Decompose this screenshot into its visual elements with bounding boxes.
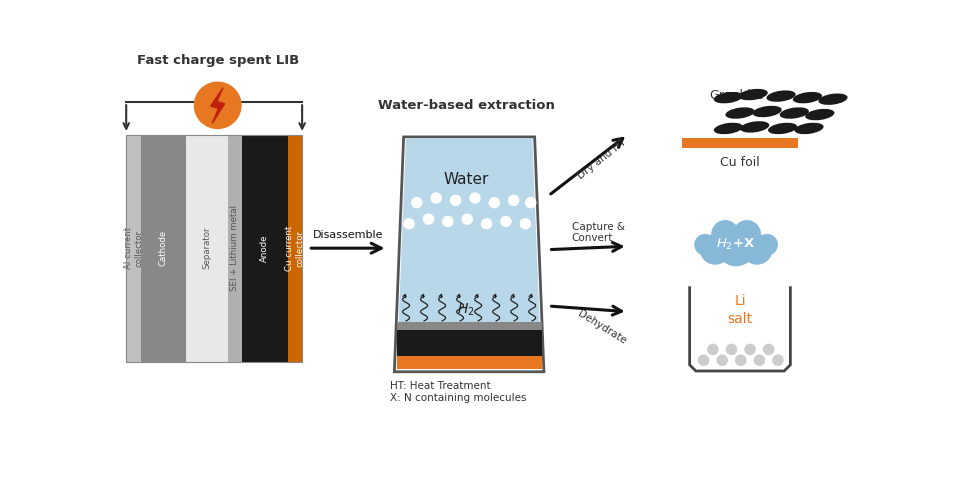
- Ellipse shape: [805, 109, 834, 120]
- Circle shape: [754, 354, 765, 366]
- Circle shape: [520, 219, 530, 229]
- Circle shape: [490, 198, 499, 208]
- Text: HT: Heat Treatment
X: N containing molecules: HT: Heat Treatment X: N containing molec…: [390, 381, 526, 403]
- Circle shape: [404, 219, 414, 229]
- Text: Disassemble: Disassemble: [313, 230, 383, 240]
- Text: Fast charge spent LIB: Fast charge spent LIB: [136, 54, 299, 67]
- Text: SEI + Lithium metal: SEI + Lithium metal: [230, 205, 239, 291]
- Polygon shape: [210, 88, 225, 123]
- Text: $H_2$: $H_2$: [457, 301, 475, 318]
- Circle shape: [726, 344, 737, 355]
- Circle shape: [756, 234, 778, 255]
- Text: Separator: Separator: [203, 227, 211, 269]
- Bar: [186, 134, 228, 362]
- Ellipse shape: [766, 90, 796, 102]
- Ellipse shape: [714, 123, 743, 134]
- Text: Water-based extraction: Water-based extraction: [377, 99, 554, 112]
- Circle shape: [431, 193, 442, 203]
- Text: Al current
collector: Al current collector: [124, 227, 143, 269]
- Circle shape: [716, 354, 728, 366]
- Circle shape: [741, 234, 773, 265]
- Text: Capture &
Convert: Capture & Convert: [572, 222, 625, 243]
- Ellipse shape: [794, 123, 824, 134]
- Circle shape: [501, 216, 511, 227]
- Text: Anode: Anode: [260, 234, 270, 262]
- Circle shape: [482, 219, 492, 229]
- Circle shape: [450, 195, 461, 205]
- Text: Cathode: Cathode: [159, 230, 168, 266]
- Circle shape: [700, 234, 731, 265]
- Text: Cu foil: Cu foil: [720, 156, 760, 169]
- Bar: [396, 356, 541, 369]
- Bar: [141, 134, 186, 362]
- Circle shape: [423, 214, 434, 224]
- Polygon shape: [398, 138, 540, 333]
- Circle shape: [462, 214, 472, 224]
- Circle shape: [711, 220, 739, 248]
- Text: Water: Water: [444, 172, 489, 187]
- Circle shape: [735, 354, 747, 366]
- Circle shape: [716, 226, 756, 266]
- Text: Dehydrate: Dehydrate: [576, 309, 628, 347]
- Ellipse shape: [738, 89, 768, 100]
- Circle shape: [763, 344, 775, 355]
- Circle shape: [708, 344, 719, 355]
- Circle shape: [469, 193, 480, 203]
- Ellipse shape: [793, 92, 822, 103]
- Ellipse shape: [780, 108, 809, 119]
- Bar: [126, 134, 141, 362]
- Text: Cu current
collector: Cu current collector: [285, 226, 304, 271]
- Circle shape: [698, 354, 709, 366]
- Text: Li
salt: Li salt: [728, 294, 753, 325]
- Bar: [682, 138, 798, 148]
- Ellipse shape: [740, 121, 769, 132]
- Circle shape: [694, 234, 716, 255]
- Bar: [242, 134, 288, 362]
- Polygon shape: [395, 137, 544, 372]
- Circle shape: [509, 195, 518, 205]
- Ellipse shape: [714, 92, 743, 103]
- Bar: [396, 323, 541, 330]
- Circle shape: [744, 344, 756, 355]
- Bar: [288, 134, 302, 362]
- Circle shape: [195, 82, 241, 129]
- Ellipse shape: [753, 106, 781, 117]
- Ellipse shape: [818, 94, 848, 105]
- Bar: [228, 134, 242, 362]
- Ellipse shape: [768, 123, 797, 134]
- Text: $H_2$+X: $H_2$+X: [716, 237, 756, 252]
- Circle shape: [733, 220, 761, 248]
- Ellipse shape: [726, 108, 755, 119]
- Circle shape: [443, 216, 453, 227]
- Circle shape: [772, 354, 783, 366]
- Bar: [126, 134, 302, 362]
- Circle shape: [526, 198, 536, 208]
- Circle shape: [412, 198, 421, 208]
- Text: Graphite: Graphite: [708, 89, 763, 102]
- Bar: [396, 330, 541, 356]
- Text: Dry and HT: Dry and HT: [576, 137, 628, 180]
